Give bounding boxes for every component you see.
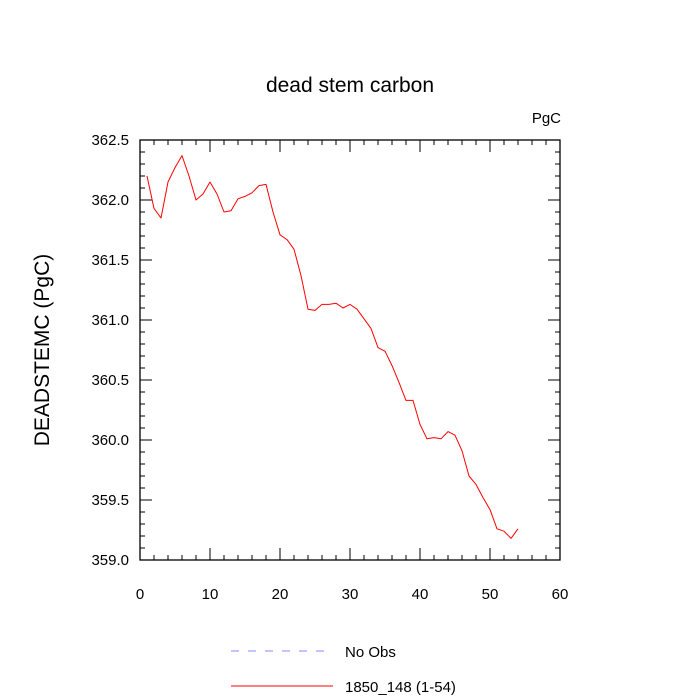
y-axis-label: DEADSTEMC (PgC): [31, 254, 54, 447]
y-tick-label: 360.5: [91, 372, 129, 389]
axis-ticks: [139, 139, 561, 561]
y-tick-label: 360.0: [91, 432, 129, 449]
y-tick-label: 361.5: [91, 252, 129, 269]
x-tick-label: 60: [552, 586, 569, 603]
series-line-0: [146, 155, 519, 539]
x-tick-label: 0: [136, 586, 144, 603]
x-tick-label: 20: [272, 586, 289, 603]
x-tick-label: 40: [412, 586, 429, 603]
units-label: PgC: [532, 110, 561, 127]
x-tick-label: 50: [482, 586, 499, 603]
plot-frame: [139, 139, 561, 561]
y-tick-label: 359.0: [91, 552, 129, 569]
series-group: [146, 155, 519, 539]
axis-tick-labels: 0 10 20 30 40 50 60 359.0 359.5 360.0 360.5 361.0 36…: [91, 132, 568, 603]
x-tick-label: 30: [342, 586, 359, 603]
x-tick-label: 10: [202, 586, 219, 603]
legend-label-1850-148: 1850_148 (1-54): [345, 679, 456, 696]
y-tick-label: 359.5: [91, 492, 129, 509]
y-tick-label: 361.0: [91, 312, 129, 329]
y-tick-label: 362.0: [91, 192, 129, 209]
legend: No Obs 1850_148 (1-54): [231, 644, 456, 696]
chart-title: dead stem carbon: [266, 74, 434, 97]
y-tick-label: 362.5: [91, 132, 129, 149]
legend-label-no-obs: No Obs: [345, 644, 396, 661]
